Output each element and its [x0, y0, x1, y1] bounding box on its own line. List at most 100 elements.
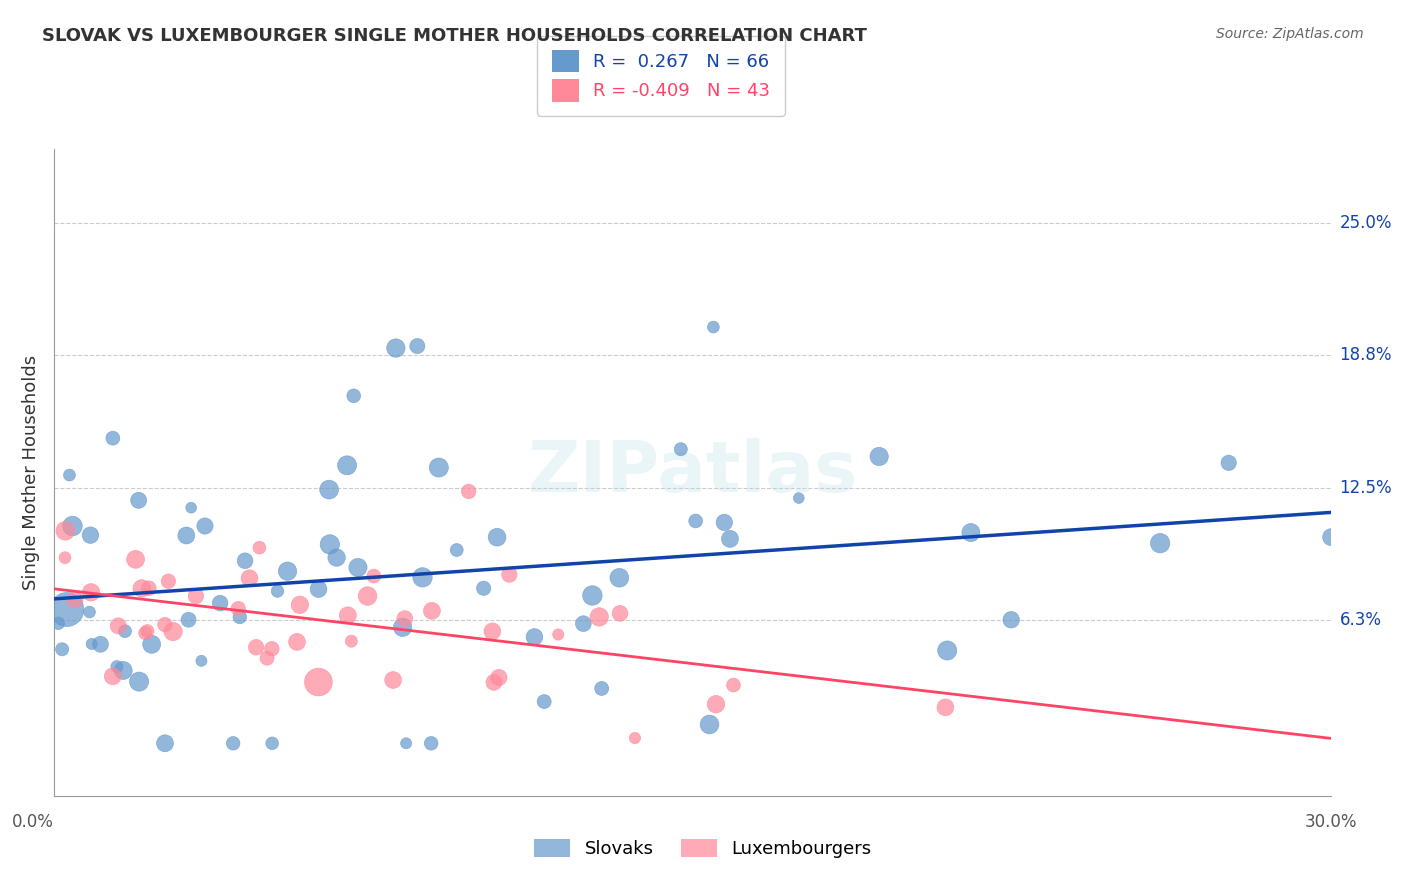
- Point: [395, 736, 418, 750]
- Point: [363, 569, 385, 583]
- Point: [588, 610, 610, 624]
- Point: [624, 731, 647, 745]
- Point: [581, 589, 603, 603]
- Text: Source: ZipAtlas.com: Source: ZipAtlas.com: [1216, 27, 1364, 41]
- Point: [194, 519, 217, 533]
- Y-axis label: Single Mother Households: Single Mother Households: [22, 355, 41, 591]
- Point: [412, 570, 434, 584]
- Point: [1320, 530, 1343, 544]
- Text: 12.5%: 12.5%: [1340, 480, 1392, 498]
- Point: [787, 491, 810, 505]
- Point: [176, 528, 198, 542]
- Point: [277, 564, 299, 578]
- Legend: R =  0.267   N = 66, R = -0.409   N = 43: R = 0.267 N = 66, R = -0.409 N = 43: [537, 36, 785, 116]
- Point: [523, 630, 546, 644]
- Point: [685, 514, 707, 528]
- Point: [406, 339, 429, 353]
- Point: [80, 637, 103, 651]
- Point: [391, 620, 413, 634]
- Point: [934, 700, 956, 714]
- Point: [308, 582, 330, 596]
- Point: [356, 589, 378, 603]
- Point: [347, 560, 370, 574]
- Point: [498, 567, 520, 582]
- Point: [472, 581, 495, 595]
- Point: [307, 675, 329, 690]
- Point: [699, 717, 721, 731]
- Point: [226, 601, 249, 615]
- Text: ZIPatlas: ZIPatlas: [527, 438, 858, 507]
- Point: [457, 484, 479, 499]
- Point: [702, 320, 724, 334]
- Point: [488, 671, 510, 685]
- Point: [222, 736, 245, 750]
- Point: [229, 610, 252, 624]
- Point: [134, 626, 156, 640]
- Point: [533, 695, 555, 709]
- Point: [245, 640, 267, 655]
- Point: [547, 627, 569, 641]
- Point: [325, 550, 347, 565]
- Point: [107, 619, 129, 633]
- Point: [266, 584, 288, 599]
- Text: 18.8%: 18.8%: [1340, 346, 1392, 364]
- Text: 6.3%: 6.3%: [1340, 611, 1382, 629]
- Point: [343, 389, 366, 403]
- Point: [394, 612, 416, 626]
- Point: [723, 678, 745, 692]
- Point: [153, 736, 176, 750]
- Point: [385, 341, 408, 355]
- Point: [936, 643, 959, 657]
- Point: [141, 637, 163, 651]
- Point: [420, 604, 443, 618]
- Point: [128, 493, 150, 508]
- Point: [53, 550, 76, 565]
- Point: [190, 654, 212, 668]
- Point: [79, 605, 101, 619]
- Point: [53, 524, 76, 538]
- Point: [669, 442, 692, 457]
- Point: [80, 585, 103, 599]
- Point: [285, 635, 308, 649]
- Point: [63, 592, 86, 607]
- Point: [262, 736, 284, 750]
- Point: [960, 525, 983, 540]
- Point: [153, 617, 176, 632]
- Point: [56, 602, 79, 616]
- Point: [238, 571, 260, 585]
- Point: [260, 641, 283, 656]
- Point: [89, 637, 111, 651]
- Point: [420, 736, 443, 750]
- Point: [288, 598, 311, 612]
- Point: [131, 582, 153, 596]
- Point: [256, 651, 278, 665]
- Text: 0.0%: 0.0%: [11, 814, 53, 831]
- Point: [177, 613, 200, 627]
- Point: [233, 554, 256, 568]
- Point: [101, 431, 124, 445]
- Point: [318, 483, 340, 497]
- Point: [481, 624, 503, 639]
- Point: [138, 581, 160, 595]
- Point: [79, 528, 101, 542]
- Point: [48, 616, 70, 631]
- Point: [101, 669, 124, 683]
- Point: [336, 458, 359, 473]
- Point: [157, 574, 180, 589]
- Point: [128, 674, 150, 689]
- Point: [868, 450, 890, 464]
- Point: [112, 664, 135, 678]
- Point: [124, 552, 146, 566]
- Point: [162, 624, 184, 639]
- Text: 25.0%: 25.0%: [1340, 214, 1392, 232]
- Point: [427, 460, 450, 475]
- Point: [340, 634, 363, 648]
- Point: [51, 642, 73, 657]
- Point: [136, 624, 159, 639]
- Point: [1000, 613, 1022, 627]
- Point: [382, 673, 405, 687]
- Point: [209, 596, 232, 610]
- Text: 30.0%: 30.0%: [1305, 814, 1357, 831]
- Point: [486, 530, 509, 544]
- Point: [607, 571, 630, 585]
